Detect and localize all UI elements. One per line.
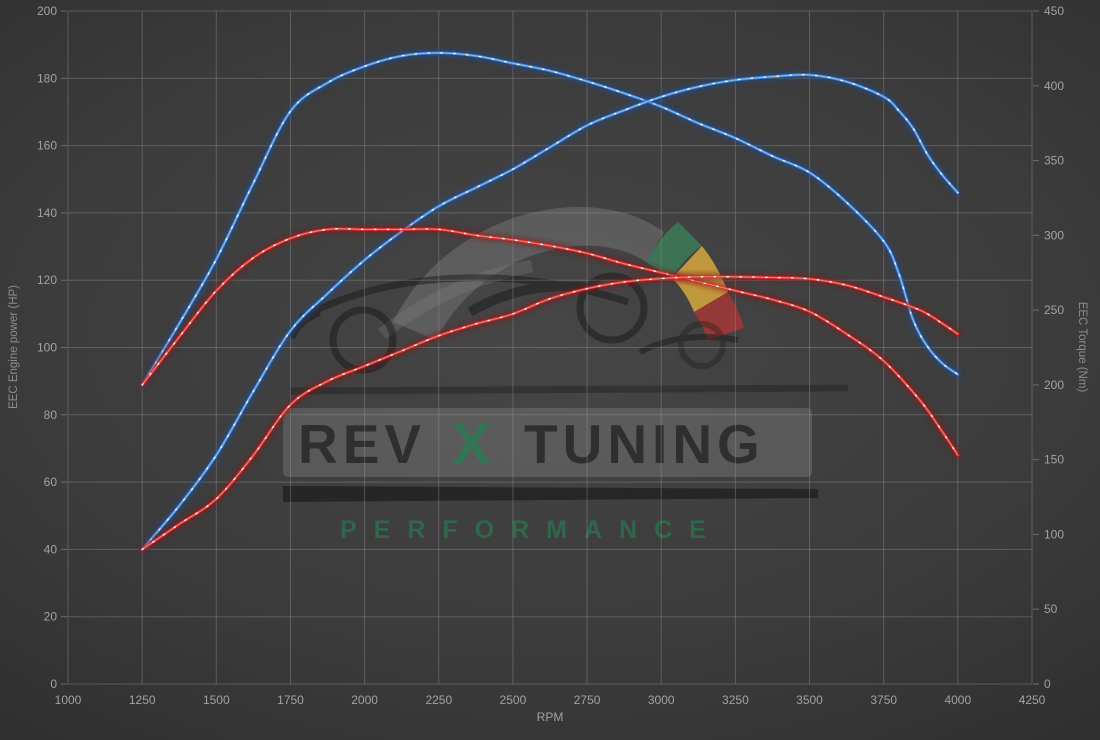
x-tick-label: 3000 bbox=[648, 693, 675, 707]
left-tick-label: 20 bbox=[44, 610, 58, 624]
x-tick-label: 4250 bbox=[1019, 693, 1046, 707]
x-tick-label: 1500 bbox=[203, 693, 230, 707]
right-axis-title: EEC Torque (Nm) bbox=[1076, 302, 1088, 393]
left-tick-label: 40 bbox=[44, 542, 58, 556]
gauge-arc-gray bbox=[393, 206, 664, 340]
brand-band bbox=[283, 408, 812, 477]
right-tick-label: 350 bbox=[1044, 154, 1064, 168]
curve-datapoints-red_torque bbox=[141, 227, 959, 456]
right-tick-label: 200 bbox=[1044, 378, 1064, 392]
left-tick-label: 60 bbox=[44, 475, 58, 489]
left-tick-label: 200 bbox=[37, 4, 57, 18]
right-tick-label: 100 bbox=[1044, 527, 1064, 541]
right-tick-label: 150 bbox=[1044, 453, 1064, 467]
x-tick-label: 3250 bbox=[722, 693, 749, 707]
left-axis-title: EEC Engine power (HP) bbox=[8, 285, 20, 409]
right-tick-label: 250 bbox=[1044, 303, 1064, 317]
curve-core-red_power bbox=[141, 276, 959, 550]
brand-text-rev: REV bbox=[298, 413, 426, 475]
left-tick-label: 180 bbox=[37, 71, 57, 85]
left-tick-label: 0 bbox=[50, 677, 57, 691]
right-tick-label: 0 bbox=[1044, 677, 1051, 691]
gauge-arc-red bbox=[694, 292, 744, 340]
left-tick-label: 80 bbox=[44, 408, 58, 422]
right-tick-label: 50 bbox=[1044, 602, 1058, 616]
dyno-curves bbox=[138, 48, 962, 554]
x-tick-label: 2500 bbox=[500, 693, 527, 707]
brand-text-performance: PERFORMANCE bbox=[340, 516, 723, 544]
gauge-arc-green bbox=[646, 222, 702, 278]
x-tick-label: 2000 bbox=[351, 693, 378, 707]
x-tick-label: 2250 bbox=[425, 693, 452, 707]
curve-datapoints-blue_power bbox=[141, 73, 959, 551]
x-tick-label: 1250 bbox=[129, 693, 156, 707]
right-tick-label: 400 bbox=[1044, 79, 1064, 93]
grid-lines bbox=[67, 10, 1033, 685]
x-tick-label: 2750 bbox=[574, 693, 601, 707]
brand-watermark: REV X TUNING PERFORMANCE bbox=[283, 206, 849, 544]
x-tick-label: 3500 bbox=[796, 693, 823, 707]
left-tick-label: 140 bbox=[37, 206, 57, 220]
axis-labels: 0204060801001201401601802000501001502002… bbox=[37, 4, 1064, 707]
x-tick-label: 4000 bbox=[944, 693, 971, 707]
brand-text-tuning: TUNING bbox=[524, 413, 765, 475]
left-tick-label: 160 bbox=[37, 139, 57, 153]
gauge-swoosh bbox=[377, 259, 534, 340]
x-tick-label: 3750 bbox=[870, 693, 897, 707]
left-tick-label: 120 bbox=[37, 273, 57, 287]
brand-text-x: X bbox=[452, 412, 491, 477]
x-tick-label: 1750 bbox=[277, 693, 304, 707]
x-axis-title: RPM bbox=[537, 710, 564, 724]
left-tick-label: 100 bbox=[37, 341, 57, 355]
brand-underline-bar bbox=[283, 486, 818, 502]
curve-datapoints-blue_torque bbox=[141, 52, 959, 386]
x-tick-label: 1000 bbox=[55, 693, 82, 707]
right-tick-label: 300 bbox=[1044, 228, 1064, 242]
right-tick-label: 450 bbox=[1044, 4, 1064, 18]
